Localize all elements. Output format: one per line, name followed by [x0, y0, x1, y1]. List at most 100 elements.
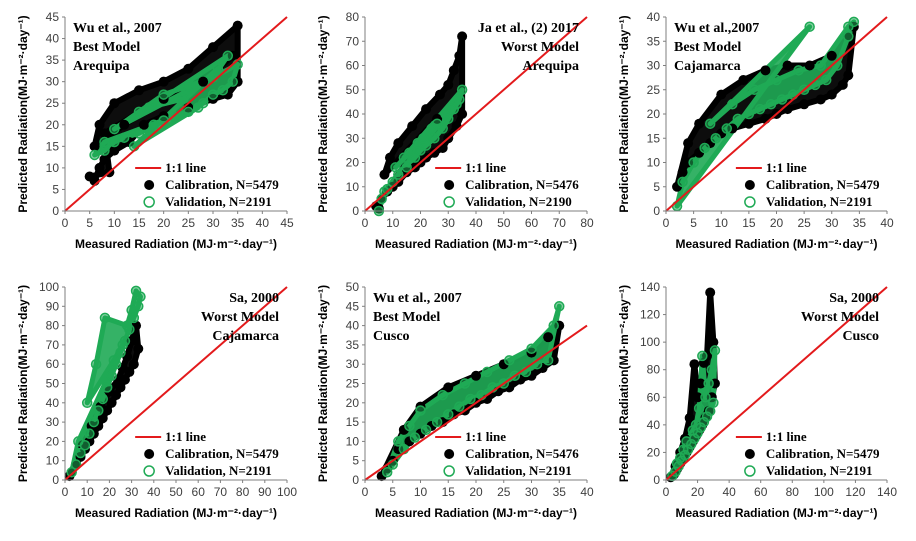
validation-point: [390, 162, 401, 173]
x-tick-label: 30: [442, 216, 456, 230]
calibration-point: [115, 382, 126, 393]
legend: 1:1 line Calibration, N=5479 Validation, N…: [735, 160, 880, 209]
y-tick-label: 0: [653, 204, 660, 218]
legend-calibration-swatch: [444, 449, 455, 459]
x-tick-label: 0: [362, 485, 369, 499]
y-tick-label: 40: [647, 10, 661, 24]
panel-title-line: Arequipa: [522, 59, 579, 74]
calibration-point: [826, 50, 837, 61]
calibration-point: [837, 79, 848, 90]
y-tick-label: 100: [640, 335, 660, 349]
validation-point: [431, 118, 443, 129]
legend-calibration-swatch: [444, 180, 455, 190]
validation-point: [109, 123, 120, 135]
y-tick-label: 50: [46, 377, 60, 391]
one-to-one-line: [64, 286, 288, 481]
calibration-point: [826, 89, 837, 100]
y-tick-label: 0: [52, 204, 59, 218]
calibration-point: [183, 63, 194, 74]
panel-title-line: Cusco: [373, 329, 410, 344]
x-axis-label: Measured Radiation (MJ·m⁻²·day⁻¹): [675, 506, 877, 520]
validation-point: [429, 133, 440, 144]
validation-point: [793, 65, 804, 76]
validation-point: [843, 21, 854, 32]
x-tick-label: 20: [691, 485, 705, 499]
validation-point: [81, 397, 93, 409]
x-tick-label: 100: [277, 485, 297, 499]
calibration-point: [695, 378, 706, 389]
validation-point: [97, 393, 108, 405]
x-tick-label: 40: [256, 216, 270, 230]
panel-title-line: Worst Model: [801, 310, 879, 325]
y-tick-label: 45: [46, 10, 60, 24]
x-tick-label: 70: [214, 485, 228, 499]
validation-point: [409, 432, 421, 443]
y-tick-label: 80: [647, 363, 661, 377]
calibration-point: [407, 121, 418, 132]
one-to-one-line: [364, 16, 588, 212]
x-tick-label: 50: [169, 485, 183, 499]
validation-point: [381, 467, 393, 478]
y-tick-label: 10: [647, 156, 661, 170]
x-tick-label: 10: [108, 216, 122, 230]
validation-point: [699, 142, 710, 154]
x-tick-label: 80: [786, 485, 800, 499]
validation-point: [709, 345, 721, 356]
legend-label-validation: Validation, N=2191: [165, 194, 272, 209]
y-tick-label: 20: [46, 118, 60, 132]
validation-point: [504, 355, 515, 366]
y-tick-label: 35: [346, 338, 360, 352]
calibration-point: [716, 89, 727, 100]
calibration-point: [457, 31, 468, 42]
validation-point: [481, 366, 493, 378]
legend: 1:1 line Calibration, N=5479 Validation, N…: [135, 429, 279, 478]
validation-point: [84, 428, 95, 439]
panel-title-line: Best Model: [674, 40, 741, 55]
validation-point: [687, 425, 699, 436]
calibration-point: [543, 332, 554, 343]
legend-label-line: 1:1 line: [165, 160, 206, 175]
validation-point: [379, 186, 390, 197]
validation-point: [121, 320, 133, 331]
x-tick-label: 30: [206, 216, 220, 230]
legend-label-calibration: Calibration, N=5479: [165, 177, 279, 192]
y-tick-label: 50: [346, 280, 360, 294]
y-tick-label: 0: [52, 473, 59, 487]
scatter-panel-6: 0 20 40 60 80 100 120 140020406080100120140Meas…: [617, 280, 897, 520]
y-axis-label: Predicted Radiation(MJ·m⁻²·day⁻¹): [16, 285, 30, 482]
validation-point: [697, 350, 708, 362]
validation-point: [542, 355, 554, 366]
validation-point: [700, 392, 711, 403]
calibration-point: [208, 42, 218, 53]
y-axis-label: Predicted Radiation(MJ·m⁻²·day⁻¹): [316, 285, 330, 482]
y-tick-label: 120: [640, 308, 660, 322]
calibration-point: [683, 138, 694, 149]
validation-point: [815, 60, 826, 71]
validation-point: [143, 102, 155, 113]
validation-point: [404, 147, 415, 159]
x-tick-label: 25: [182, 216, 196, 230]
legend-label-line: 1:1 line: [766, 429, 807, 444]
calibration-point: [760, 113, 771, 124]
x-tick-label: 90: [258, 485, 272, 499]
x-tick-label: 10: [81, 485, 95, 499]
y-tick-label: 30: [346, 357, 360, 371]
validation-point: [754, 103, 766, 115]
validation-point: [820, 74, 832, 86]
x-tick-label: 25: [797, 216, 811, 230]
x-tick-label: 35: [853, 216, 867, 230]
y-tick-label: 40: [46, 396, 60, 410]
x-tick-label: 20: [469, 485, 483, 499]
validation-point: [118, 132, 130, 143]
x-tick-label: 10: [414, 485, 428, 499]
validation-point: [109, 136, 120, 148]
y-tick-label: 25: [647, 83, 661, 97]
validation-point: [148, 119, 160, 131]
y-tick-label: 80: [346, 10, 360, 24]
validation-point: [217, 85, 229, 96]
y-axis-label: Predicted Radiation(MJ·m⁻²·day⁻¹): [617, 15, 631, 212]
validation-point: [192, 102, 204, 113]
validation-point: [710, 133, 721, 144]
calibration-point: [804, 60, 815, 71]
calibration-point: [705, 287, 716, 298]
